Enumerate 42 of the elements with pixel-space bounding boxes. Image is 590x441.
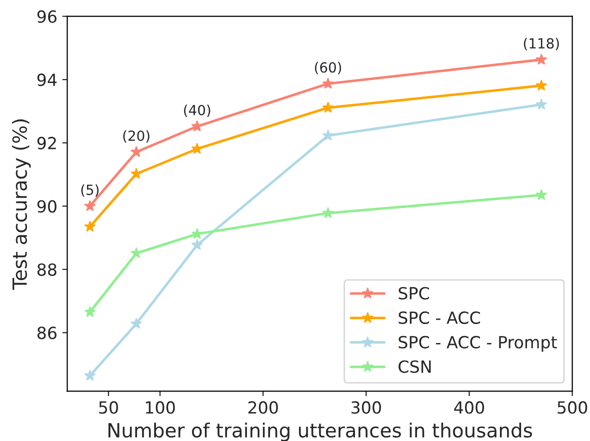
point (191, 238, 203, 250)
point (536, 54, 548, 65)
annotation: (5) (81, 184, 99, 197)
x-tick-label: 100 (146, 401, 175, 414)
y-tick-label: 88 (37, 263, 56, 276)
legend-label: CSN (398, 360, 431, 373)
legend-label: SPC - ACC - Prompt (398, 336, 557, 352)
point (84, 200, 96, 212)
point (536, 98, 548, 110)
y-tick-label: 94 (37, 74, 57, 86)
legend-label: SPC (398, 286, 430, 300)
point (322, 102, 334, 113)
x-tick-label: 300 (352, 401, 381, 414)
point (322, 130, 334, 141)
y-axis-title: Test accuracy (%) (12, 119, 31, 290)
point (191, 228, 203, 239)
x-tick-label: 500 (558, 401, 588, 414)
point (130, 168, 142, 179)
y-tick-label: 96 (37, 10, 56, 23)
annotation: (60) (314, 62, 342, 74)
annotation: (20) (123, 130, 150, 143)
x-tick-label: 400 (454, 401, 484, 414)
x-tick-label: 50 (99, 401, 118, 414)
point (536, 188, 548, 200)
point (130, 146, 142, 158)
x-tick-label: 200 (248, 401, 278, 414)
point (322, 207, 334, 218)
annotation: (40) (184, 104, 210, 118)
point (191, 120, 203, 132)
x-axis-title: Number of training utterances in thousands (108, 422, 532, 441)
point (191, 142, 203, 154)
point (84, 220, 96, 232)
y-tick-label: 86 (37, 326, 56, 340)
point (536, 80, 548, 91)
point (84, 306, 96, 318)
y-tick-label: 90 (37, 200, 56, 213)
y-tick-label: 92 (37, 136, 56, 150)
legend-label: SPC - ACC (398, 311, 480, 324)
point (130, 318, 142, 329)
point (322, 78, 334, 89)
annotation: (118) (524, 38, 559, 50)
point (84, 370, 96, 381)
